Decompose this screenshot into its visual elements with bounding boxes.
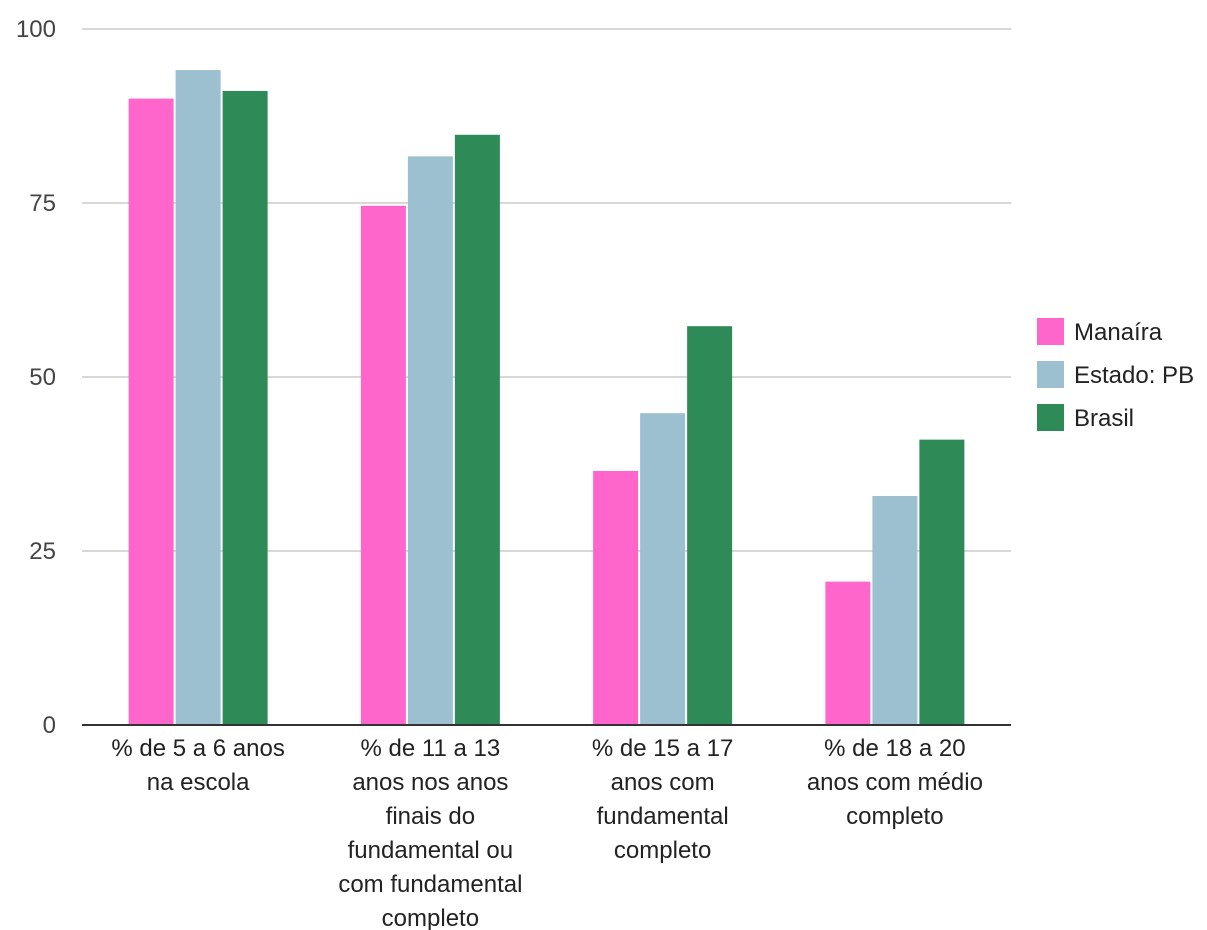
legend-swatch: [1037, 361, 1064, 388]
gridlines: [82, 28, 1011, 552]
x-category-label: completo: [614, 837, 711, 864]
bar-brasil-1: [454, 134, 500, 726]
y-tick-label: 0: [43, 712, 56, 739]
bar-mana-ra-2: [593, 470, 639, 725]
bar-mana-ra-0: [128, 98, 174, 726]
x-category-label: % de 5 a 6 anos: [111, 735, 284, 762]
y-tick-label: 50: [29, 364, 56, 391]
x-category-label: % de 15 a 17: [592, 735, 733, 762]
y-tick-label: 25: [29, 538, 56, 565]
legend-label: Estado: PB: [1074, 362, 1194, 389]
bar-mana-ra-3: [825, 581, 871, 725]
legend-label: Brasil: [1074, 405, 1134, 432]
x-category-label: % de 18 a 20: [824, 735, 965, 762]
x-category-label: % de 11 a 13: [361, 735, 501, 762]
x-category-label: fundamental: [597, 803, 729, 830]
x-axis-labels: % de 5 a 6 anos na escola % de 11 a 13 anos…: [111, 735, 983, 930]
x-category-label: na escola: [147, 769, 250, 796]
y-tick-label: 75: [29, 190, 56, 217]
x-category-label: anos com médio: [807, 769, 983, 796]
bar-estado-pb-1: [407, 156, 453, 726]
bar-estado-pb-2: [640, 413, 686, 725]
bar-brasil-0: [222, 90, 268, 726]
bar-estado-pb-3: [872, 496, 918, 725]
bar-brasil-2: [687, 326, 733, 725]
x-category-label: completo: [846, 803, 943, 830]
legend-swatch: [1037, 404, 1064, 431]
x-category-label: com fundamental: [338, 871, 522, 898]
x-category-label: fundamental ou: [348, 837, 513, 864]
bar-brasil-3: [919, 439, 965, 725]
legend: Manaíra Estado: PB Brasil: [1037, 318, 1194, 432]
y-axis-ticks: 0 25 50 75 100: [16, 16, 56, 739]
bar-mana-ra-1: [360, 205, 406, 725]
x-category-label: anos com: [611, 769, 715, 796]
y-tick-label: 100: [16, 16, 56, 43]
bars: [128, 70, 965, 726]
x-category-label: finais do: [386, 803, 475, 830]
legend-swatch: [1037, 318, 1064, 345]
x-category-label: anos nos anos: [352, 769, 508, 796]
x-category-label: completo: [382, 905, 479, 930]
legend-label: Manaíra: [1074, 319, 1163, 346]
bar-estado-pb-0: [175, 70, 221, 725]
